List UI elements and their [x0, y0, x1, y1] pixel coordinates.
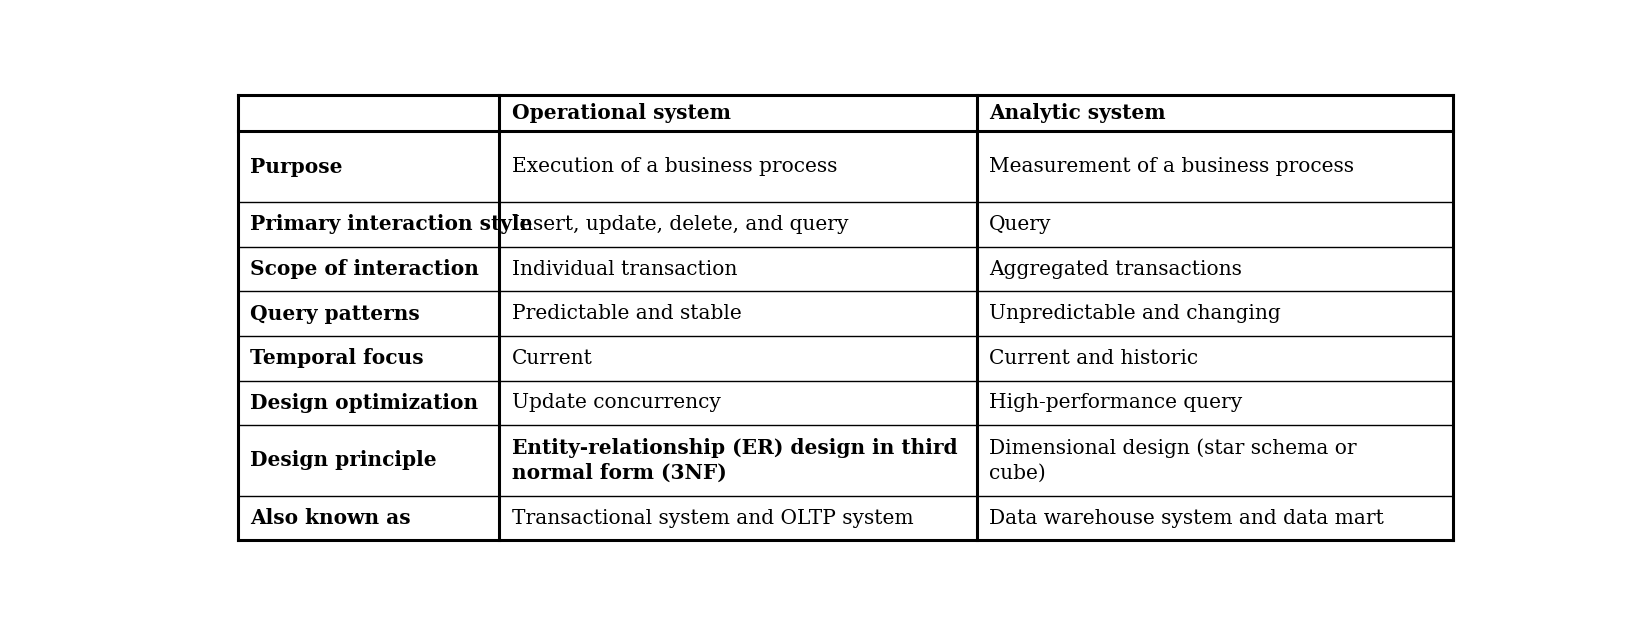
Text: Entity-relationship (ER) design in third
normal form (3NF): Entity-relationship (ER) design in third…	[512, 438, 957, 483]
Text: Primary interaction style: Primary interaction style	[251, 214, 533, 235]
Text: High-performance query: High-performance query	[988, 393, 1242, 413]
Text: Operational system: Operational system	[512, 103, 731, 123]
Text: Temporal focus: Temporal focus	[251, 348, 424, 368]
Text: Predictable and stable: Predictable and stable	[512, 304, 741, 323]
Text: Scope of interaction: Scope of interaction	[251, 259, 478, 279]
Text: Dimensional design (star schema or
cube): Dimensional design (star schema or cube)	[988, 438, 1356, 482]
Text: Aggregated transactions: Aggregated transactions	[988, 260, 1242, 279]
Text: Insert, update, delete, and query: Insert, update, delete, and query	[512, 215, 848, 234]
Text: Execution of a business process: Execution of a business process	[512, 157, 837, 176]
Text: Current: Current	[512, 348, 592, 368]
Text: Query patterns: Query patterns	[251, 304, 421, 323]
Text: Current and historic: Current and historic	[988, 348, 1198, 368]
Text: Data warehouse system and data mart: Data warehouse system and data mart	[988, 509, 1384, 528]
Text: Measurement of a business process: Measurement of a business process	[988, 157, 1355, 176]
Text: Unpredictable and changing: Unpredictable and changing	[988, 304, 1280, 323]
Text: Transactional system and OLTP system: Transactional system and OLTP system	[512, 509, 912, 528]
Text: Update concurrency: Update concurrency	[512, 393, 721, 413]
Text: Individual transaction: Individual transaction	[512, 260, 738, 279]
Text: Design principle: Design principle	[251, 450, 437, 470]
Text: Also known as: Also known as	[251, 508, 411, 528]
Text: Design optimization: Design optimization	[251, 393, 478, 413]
Text: Analytic system: Analytic system	[988, 103, 1165, 123]
Text: Query: Query	[988, 215, 1051, 234]
Text: Purpose: Purpose	[251, 157, 343, 177]
